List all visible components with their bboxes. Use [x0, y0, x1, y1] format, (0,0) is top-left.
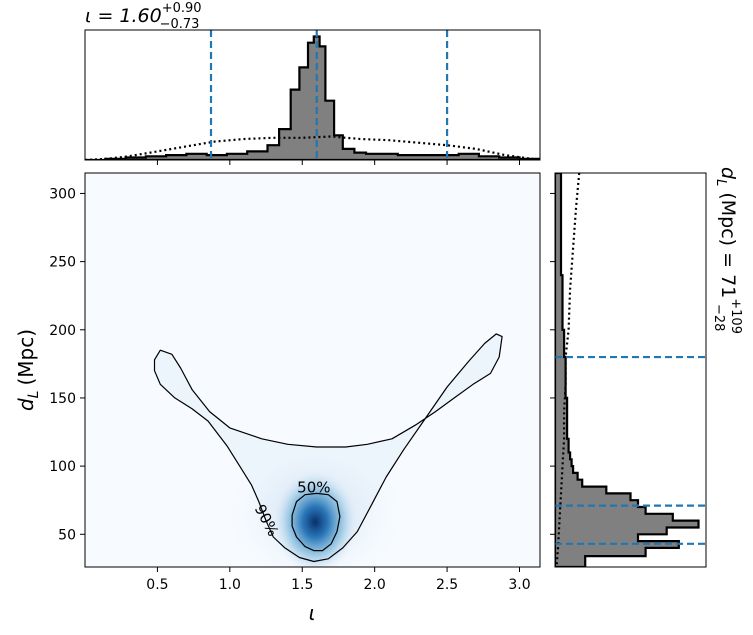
x-tick-label: 0.5 [146, 577, 168, 593]
right-marginal-title: dL (Mpc) = 71+109−28 [711, 167, 743, 334]
right-marginal-frame [554, 172, 707, 568]
x-tick-label: 1.0 [219, 577, 241, 593]
top-histogram [85, 30, 540, 160]
contour-layer [153, 333, 503, 563]
contour-90-line [153, 333, 503, 563]
y-tick-label: 300 [49, 186, 76, 202]
right-histogram [555, 173, 706, 567]
right-marginal-ticks [550, 192, 555, 535]
y-tick-label: 200 [49, 323, 76, 339]
y-axis-label: dL(Mpc) [14, 329, 42, 411]
y-axis: 50 100 150 200 250 300 [49, 186, 85, 543]
y-tick-label: 250 [49, 255, 76, 271]
y-tick-label: 50 [58, 527, 76, 543]
top-histogram-bars [85, 35, 540, 160]
y-tick-label: 100 [49, 459, 76, 475]
main-plot-frame [84, 172, 541, 568]
right-histogram-bars [555, 173, 700, 567]
right-marginal-panel: dL (Mpc) = 71+109−28 [550, 167, 743, 568]
x-tick-label: 2.0 [364, 577, 386, 593]
density-layer [154, 333, 503, 567]
x-axis-label: ι [309, 601, 316, 625]
density-peak [273, 470, 358, 567]
x-tick-label: 2.5 [436, 577, 458, 593]
x-tick-label: 3.0 [508, 577, 530, 593]
x-tick-label: 1.5 [291, 577, 313, 593]
contour-50-label: 50% [297, 478, 330, 496]
main-panel: 50%90% 0.5 1.0 1.5 2.0 2.5 3.0 50100150200250… [14, 172, 541, 625]
contour-50-line [291, 492, 341, 552]
top-marginal-frame [84, 29, 541, 161]
top-marginal-panel: ι = 1.60+0.90 −0.73 [84, 1, 541, 165]
x-axis: 0.5 1.0 1.5 2.0 2.5 3.0 [146, 567, 531, 593]
top-marginal-title: ι = 1.60+0.90 −0.73 [85, 1, 202, 32]
y-tick-label: 150 [49, 391, 76, 407]
right-prior-curve [555, 173, 581, 567]
top-marginal-ticks [156, 160, 520, 165]
